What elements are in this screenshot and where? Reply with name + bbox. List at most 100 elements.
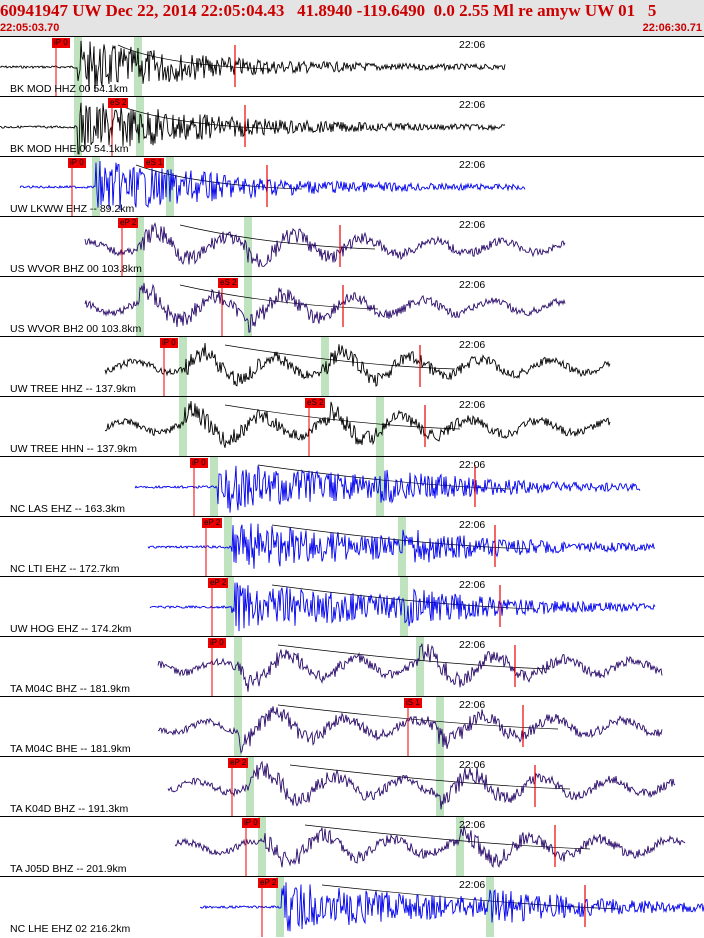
time-window — [244, 277, 252, 337]
channel-label: US WVOR BHZ 00 103.8km — [10, 263, 142, 275]
trace-panel[interactable]: 22:06 iP 0 UW TREE HHZ -- 137.9km — [0, 336, 704, 397]
time-window — [246, 757, 254, 817]
trace-panel[interactable]: 22:06 eS 2 UW TREE HHN -- 137.9km — [0, 396, 704, 457]
phase-pick-label[interactable]: eP 2 — [208, 578, 229, 588]
time-tick-label: 22:06 — [459, 99, 486, 111]
time-tick-label: 22:06 — [459, 399, 486, 411]
time-tick-label: 22:06 — [459, 879, 486, 891]
time-window — [74, 97, 82, 157]
trace-panel[interactable]: 22:06 eP 2 US WVOR BHZ 00 103.8km — [0, 216, 704, 277]
waveform — [104, 397, 611, 457]
trace-line — [157, 643, 663, 692]
coda-curve — [179, 224, 376, 250]
trace-panel[interactable]: 22:06 eP 2 NC LHE EHZ 02 216.2km — [0, 876, 704, 937]
time-window — [376, 397, 384, 457]
channel-label: US WVOR BH2 00 103.8km — [10, 323, 142, 335]
phase-pick-label[interactable]: eS 1 — [144, 158, 165, 168]
phase-pick-label[interactable]: iP 0 — [242, 818, 260, 828]
coda-curve — [321, 884, 621, 910]
time-window — [234, 697, 242, 757]
coda-curve — [277, 644, 551, 670]
waveform — [147, 517, 656, 577]
time-tick-label: 22:06 — [459, 279, 486, 291]
waveform — [0, 37, 506, 97]
waveform — [157, 637, 663, 697]
time-window — [179, 337, 187, 397]
phase-pick-label[interactable]: iP 0 — [52, 38, 70, 48]
time-window — [134, 37, 142, 97]
phase-pick-label[interactable]: eS 2 — [305, 398, 326, 408]
phase-pick-label[interactable]: iP 0 — [160, 338, 178, 348]
phase-pick-label[interactable]: eP 2 — [258, 878, 279, 888]
trace-line — [0, 40, 506, 92]
seismogram-plot[interactable]: 22:06 iP 0 BK MOD HHZ 00 54.1km 22:06 eS 2 BK… — [0, 36, 704, 938]
trace-line — [174, 825, 686, 869]
coda-curve — [304, 824, 591, 850]
trace-panel[interactable]: 22:06 eS 2 BK MOD HHE 00 54.1km — [0, 96, 704, 157]
trace-line — [84, 283, 566, 334]
channel-label: TA M04C BHE -- 181.9km — [10, 743, 131, 755]
event-title: 60941947 UW Dec 22, 2014 22:05:04.43 41.… — [0, 1, 657, 20]
trace-line — [0, 102, 506, 155]
time-window — [276, 877, 284, 937]
channel-label: UW TREE HHN -- 137.9km — [10, 443, 137, 455]
phase-pick-label[interactable]: eP 2 — [202, 518, 223, 528]
time-tick-label: 22:06 — [459, 579, 486, 591]
trace-panel[interactable]: 22:06 iP 0 NC LAS EHZ -- 163.3km — [0, 456, 704, 517]
trace-panel[interactable]: 22:06 iP 0 TA J05D BHZ -- 201.9km — [0, 816, 704, 877]
start-time: 22:05:03.70 — [0, 22, 60, 34]
time-window — [136, 277, 144, 337]
time-window — [258, 817, 266, 877]
waveform — [134, 457, 641, 517]
event-header: 60941947 UW Dec 22, 2014 22:05:04.43 41.… — [0, 0, 704, 36]
phase-pick-label[interactable]: eS 2 — [108, 98, 129, 108]
coda-curve — [277, 704, 559, 730]
time-tick-label: 22:06 — [459, 159, 486, 171]
time-window — [179, 397, 187, 457]
phase-pick-label[interactable]: iP 0 — [68, 158, 86, 168]
time-tick-label: 22:06 — [459, 759, 486, 771]
channel-label: UW HOG EHZ -- 174.2km — [10, 623, 132, 635]
time-window — [224, 517, 232, 577]
waveform — [174, 817, 686, 877]
waveform — [149, 577, 656, 637]
channel-label: TA J05D BHZ -- 201.9km — [10, 863, 127, 875]
trace-line — [19, 160, 526, 211]
trace-line — [104, 400, 611, 448]
phase-pick-label[interactable]: iP 0 — [190, 458, 208, 468]
time-window — [136, 217, 144, 277]
coda-curve — [289, 764, 571, 790]
coda-curve — [271, 584, 536, 610]
trace-panel[interactable]: 22:06 iP 0 BK MOD HHZ 00 54.1km — [0, 36, 704, 97]
trace-panel[interactable]: 22:06 iP 0 TA M04C BHZ -- 181.9km — [0, 636, 704, 697]
phase-pick-label[interactable]: iP 0 — [208, 638, 226, 648]
trace-panel[interactable]: 22:06 iS 1 TA M04C BHE -- 181.9km — [0, 696, 704, 757]
trace-line — [157, 706, 663, 754]
trace-line — [147, 523, 656, 569]
trace-line — [149, 582, 656, 632]
time-window — [416, 637, 424, 697]
trace-line — [134, 465, 641, 513]
channel-label: NC LHE EHZ 02 216.2km — [10, 923, 131, 935]
time-tick-label: 22:06 — [459, 819, 486, 831]
trace-panel[interactable]: 22:06 iP 0 eS 1 UW LKWW EHZ -- 89.2km — [0, 156, 704, 217]
trace-panel[interactable]: 22:06 eP 2 NC LTI EHZ -- 172.7km — [0, 516, 704, 577]
channel-label: NC LTI EHZ -- 172.7km — [10, 563, 120, 575]
trace-panel[interactable]: 22:06 eP 2 TA K04D BHZ -- 191.3km — [0, 756, 704, 817]
time-tick-label: 22:06 — [459, 699, 486, 711]
phase-pick-label[interactable]: iS 1 — [404, 698, 422, 708]
phase-pick-label[interactable]: eP 2 — [228, 758, 249, 768]
channel-label: TA K04D BHZ -- 191.3km — [10, 803, 129, 815]
trace-panel[interactable]: 22:06 eP 2 UW HOG EHZ -- 174.2km — [0, 576, 704, 637]
time-window — [436, 757, 444, 817]
time-tick-label: 22:06 — [459, 219, 486, 231]
trace-line — [84, 222, 566, 268]
time-window — [321, 337, 329, 397]
waveform — [157, 697, 663, 757]
waveform — [19, 157, 526, 217]
phase-pick-label[interactable]: eS 2 — [218, 278, 239, 288]
phase-pick-label[interactable]: eP 2 — [118, 218, 139, 228]
channel-label: UW LKWW EHZ -- 89.2km — [10, 203, 135, 215]
time-window — [74, 37, 82, 97]
trace-panel[interactable]: 22:06 eS 2 US WVOR BH2 00 103.8km — [0, 276, 704, 337]
